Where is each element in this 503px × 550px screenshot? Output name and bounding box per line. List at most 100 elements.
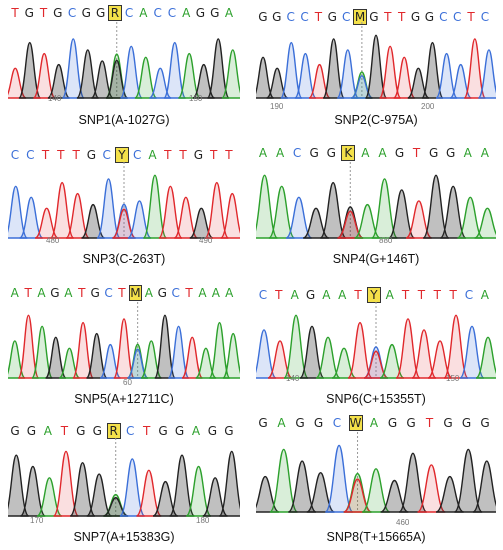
trace-peak-T [337, 210, 364, 239]
base-letter: A [338, 288, 347, 302]
base-letter: G [406, 416, 416, 430]
position-tick: 490 [199, 236, 213, 245]
base-letter: T [314, 10, 323, 24]
trace-peak-G [388, 189, 416, 239]
base-letter: G [81, 6, 91, 20]
trace-peak-A [315, 336, 341, 379]
trace-peak-A [8, 340, 26, 379]
base-letter: G [327, 10, 337, 24]
base-letter: T [78, 286, 86, 300]
base-letter: G [53, 6, 63, 20]
base-letter: A [225, 286, 234, 300]
base-letter: T [209, 148, 218, 162]
base-letter: G [24, 6, 34, 20]
base-letter: T [164, 148, 172, 162]
base-letter: T [384, 10, 392, 24]
trace-peak-A [185, 465, 212, 517]
trace-peak-T [267, 340, 293, 379]
base-letter: C [26, 148, 35, 162]
base-letter: G [92, 424, 102, 438]
base-letter: G [428, 146, 439, 160]
base-letter: C [286, 10, 295, 24]
base-letter: T [118, 286, 126, 300]
trace-peak-A [331, 347, 357, 379]
trace-peak-G [287, 460, 317, 513]
chromatogram-trace [256, 22, 496, 99]
base-letter: T [417, 288, 426, 302]
base-letter: T [57, 148, 65, 162]
trace-peak-A [195, 347, 217, 379]
trace-peak-A [222, 332, 240, 379]
trace-peak-G [189, 207, 214, 239]
trace-peak-C [99, 343, 121, 379]
trace-peak-G [85, 332, 108, 379]
base-letter: G [424, 10, 435, 24]
base-letter: C [464, 288, 474, 302]
trace-peak-C [149, 67, 172, 99]
base-letter: A [480, 288, 489, 302]
trace-peak-A [371, 178, 399, 239]
base-letter: G [157, 286, 167, 300]
base-letter: G [10, 424, 20, 438]
base-letter: T [433, 288, 441, 302]
base-letter: T [354, 288, 362, 302]
base-letter: C [67, 6, 77, 20]
base-letter: A [361, 146, 370, 160]
trace-peak-A [283, 314, 309, 379]
base-letter: G [480, 416, 490, 430]
trace-peak-A [221, 49, 240, 99]
base-letter: R [107, 5, 122, 21]
position-tick: 880 [379, 236, 393, 245]
base-letter: A [144, 286, 153, 300]
snp-caption: SNP8(T+15665A) [326, 530, 426, 544]
trace-peak-C [119, 45, 143, 99]
trace-peak-T [8, 67, 27, 99]
trace-peak-T [395, 318, 421, 379]
base-letter: T [398, 10, 406, 24]
trace-peak-A [58, 347, 81, 379]
trace-peak-C [127, 200, 152, 239]
trace-peak-C [18, 196, 44, 239]
base-letter: G [309, 146, 319, 160]
base-letter: T [142, 424, 151, 438]
base-letter: T [225, 148, 233, 162]
snp-caption: SNP1(A-1027G) [78, 113, 170, 127]
trace-peak-A [379, 343, 405, 379]
base-letter: A [369, 416, 379, 430]
base-letter: G [26, 424, 37, 438]
base-letter: G [195, 6, 206, 20]
trace-peak-A [269, 448, 299, 513]
chromatogram-trace [256, 162, 496, 239]
base-letter: T [275, 288, 283, 302]
trace-peak-G [472, 460, 496, 513]
base-letter: A [148, 148, 157, 162]
trace-peak-C [459, 325, 485, 379]
base-letter: G [369, 10, 379, 24]
trace-peak-C [127, 348, 149, 379]
trace-peak-T [343, 478, 372, 513]
base-letter: G [258, 10, 268, 24]
base-letter: C [453, 10, 462, 24]
trace-peak-G [380, 479, 409, 513]
trace-peak-A [474, 207, 496, 239]
base-letter: C [258, 288, 268, 302]
base-letter: T [41, 148, 50, 162]
snp-caption: SNP3(C-263T) [82, 252, 166, 266]
chromatogram-trace [8, 22, 240, 99]
trace-peak-A [475, 336, 496, 379]
base-letter: T [60, 424, 69, 438]
base-letter: R [106, 423, 121, 439]
position-tick: 140 [286, 374, 300, 383]
trace-peak-G [435, 475, 465, 513]
base-letter: Y [114, 147, 129, 163]
chromatogram-trace [256, 432, 496, 513]
snp-caption: SNP4(G+146T) [332, 252, 420, 266]
